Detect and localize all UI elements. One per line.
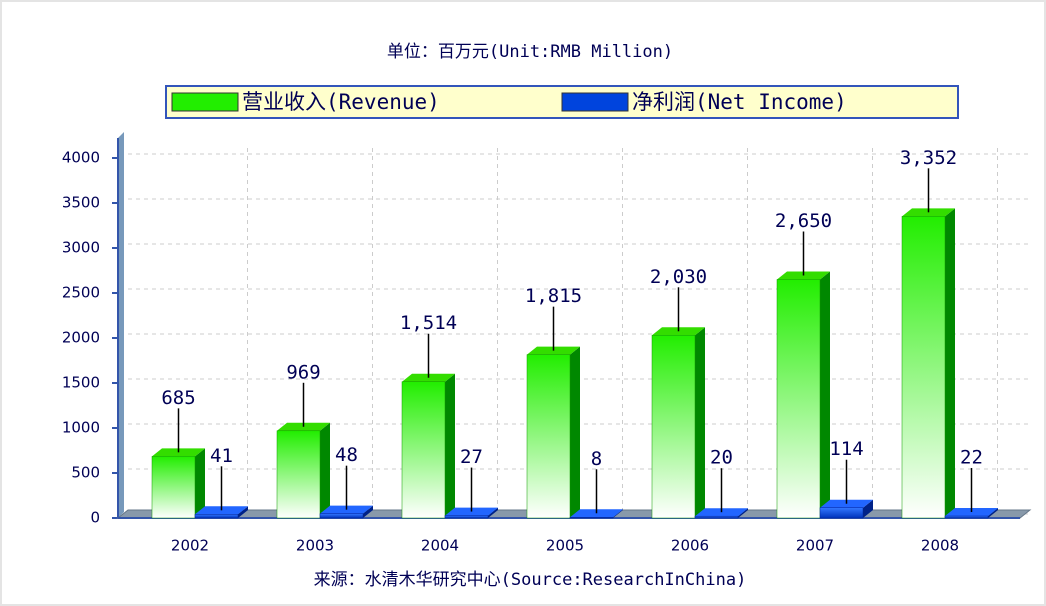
- value-label: 1,514: [400, 312, 457, 334]
- bar: [401, 381, 446, 519]
- bar: [694, 515, 739, 519]
- bar-side: [863, 499, 873, 518]
- bar: [526, 354, 571, 519]
- bar: [444, 515, 489, 519]
- value-label: 114: [829, 438, 863, 460]
- y-axis-wall: [118, 132, 124, 518]
- value-label: 22: [960, 447, 983, 469]
- x-tick-label: 2007: [796, 537, 834, 555]
- value-label: 20: [710, 447, 733, 469]
- bar: [319, 513, 364, 519]
- bar-side: [238, 506, 248, 518]
- bar-side: [738, 508, 748, 518]
- bar-side: [820, 271, 830, 518]
- x-tick-label: 2004: [421, 537, 459, 555]
- x-tick-label: 2003: [296, 537, 334, 555]
- x-tick-label: 2002: [171, 537, 209, 555]
- x-tick-label: 2006: [671, 537, 709, 555]
- bar: [651, 335, 696, 519]
- bar: [151, 456, 196, 519]
- legend-swatch: [171, 92, 239, 112]
- value-label: 2,030: [650, 266, 707, 288]
- bar-side: [570, 346, 580, 518]
- y-tick-label: 4000: [62, 149, 100, 167]
- bar: [901, 216, 946, 519]
- bar-side: [363, 505, 373, 518]
- bar: [776, 279, 821, 519]
- bar-side: [945, 208, 955, 518]
- bar-side: [988, 508, 998, 518]
- value-label: 685: [161, 387, 195, 409]
- y-tick-label: 500: [71, 464, 100, 482]
- bar-side: [695, 327, 705, 518]
- bar: [819, 507, 864, 519]
- x-tick-label: 2005: [546, 537, 584, 555]
- legend-label: 净利润(Net Income): [632, 90, 847, 114]
- x-tick-label: 2008: [921, 537, 959, 555]
- bar: [944, 515, 989, 519]
- y-tick-label: 2500: [62, 284, 100, 302]
- value-label: 969: [286, 361, 320, 383]
- y-tick-label: 3000: [62, 239, 100, 257]
- y-tick-label: 0: [90, 509, 100, 527]
- chart-title: 单位：百万元(Unit:RMB Million): [387, 42, 673, 62]
- value-label: 3,352: [900, 147, 957, 169]
- y-tick-label: 3500: [62, 194, 100, 212]
- bar-side: [445, 373, 455, 518]
- y-tick-label: 2000: [62, 329, 100, 347]
- legend-label: 营业收入(Revenue): [242, 90, 440, 114]
- bar-side: [488, 507, 498, 518]
- source: 来源：水清木华研究中心(Source:ResearchInChina): [314, 570, 747, 590]
- bar-side: [320, 422, 330, 518]
- value-label: 27: [460, 446, 483, 468]
- legend-swatch: [561, 92, 629, 112]
- bar: [194, 514, 239, 519]
- value-label: 2,650: [775, 210, 832, 232]
- y-tick-label: 1500: [62, 374, 100, 392]
- value-label: 41: [210, 445, 233, 467]
- bar-side: [195, 448, 205, 518]
- bar-side: [613, 509, 623, 518]
- bar: [569, 517, 614, 519]
- value-label: 48: [335, 444, 358, 466]
- value-label: 8: [591, 448, 602, 470]
- y-tick-label: 1000: [62, 419, 100, 437]
- bar: [276, 430, 321, 519]
- value-label: 1,815: [525, 285, 582, 307]
